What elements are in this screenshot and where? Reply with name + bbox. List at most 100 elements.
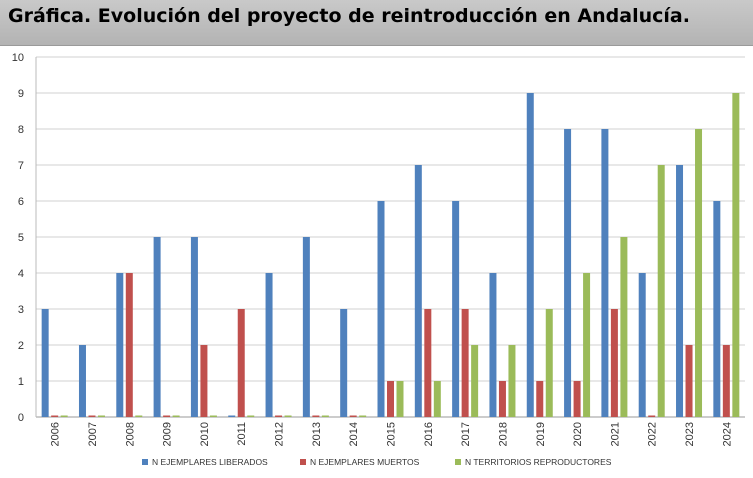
bar bbox=[41, 309, 49, 417]
x-tick-label: 2010 bbox=[199, 422, 211, 446]
bar bbox=[359, 415, 367, 417]
legend-label: N TERRITORIOS REPRODUCTORES bbox=[465, 457, 612, 467]
bar bbox=[732, 93, 740, 417]
bar bbox=[657, 165, 665, 417]
bar bbox=[78, 345, 86, 417]
bar bbox=[88, 415, 96, 417]
chart-title: Gráfica. Evolución del proyecto de reint… bbox=[8, 5, 690, 27]
bar bbox=[424, 309, 432, 417]
x-tick-label: 2013 bbox=[311, 422, 323, 446]
bar bbox=[302, 237, 310, 417]
x-tick-label: 2022 bbox=[647, 422, 659, 446]
bar bbox=[163, 415, 171, 417]
bar bbox=[209, 415, 217, 417]
x-tick-label: 2006 bbox=[50, 422, 62, 446]
bar bbox=[190, 237, 198, 417]
bar bbox=[722, 345, 730, 417]
y-tick-label: 6 bbox=[18, 196, 24, 208]
y-tick-label: 1 bbox=[18, 376, 24, 388]
bar bbox=[396, 381, 404, 417]
bar bbox=[648, 415, 656, 417]
bar bbox=[620, 237, 628, 417]
y-tick-label: 7 bbox=[18, 160, 24, 172]
bar bbox=[237, 309, 245, 417]
bar bbox=[60, 415, 68, 417]
y-tick-label: 9 bbox=[18, 88, 24, 100]
title-bar: Gráfica. Evolución del proyecto de reint… bbox=[0, 0, 753, 46]
gridlines bbox=[35, 56, 745, 418]
bar bbox=[685, 345, 693, 417]
x-tick-label: 2019 bbox=[535, 422, 547, 446]
y-tick-label: 2 bbox=[18, 340, 24, 352]
x-tick-label: 2020 bbox=[572, 422, 584, 446]
bar bbox=[545, 309, 553, 417]
bar bbox=[340, 309, 348, 417]
bar bbox=[265, 273, 273, 417]
legend-label: N EJEMPLARES LIBERADOS bbox=[152, 457, 268, 467]
bar bbox=[489, 273, 497, 417]
bar bbox=[676, 165, 684, 417]
legend-swatch bbox=[142, 459, 148, 465]
bar bbox=[135, 415, 143, 417]
x-tick-label: 2024 bbox=[721, 422, 733, 446]
x-tick-label: 2008 bbox=[124, 422, 136, 446]
x-tick-label: 2016 bbox=[423, 422, 435, 446]
bar-chart: 0 1 2 3 4 5 6 7 8 9 10 2006 2007 2008 2009 2010 2011 201… bbox=[12, 52, 745, 467]
bar bbox=[116, 273, 124, 417]
bar bbox=[275, 415, 283, 417]
bar bbox=[172, 415, 180, 417]
bar bbox=[387, 381, 394, 417]
bar bbox=[536, 381, 544, 417]
y-tick-label: 10 bbox=[12, 52, 24, 64]
bar bbox=[97, 415, 105, 417]
y-tick-label: 8 bbox=[18, 124, 24, 136]
x-tick-label: 2021 bbox=[609, 422, 621, 446]
legend-swatch bbox=[455, 459, 461, 465]
legend-label: N EJEMPLARES MUERTOS bbox=[310, 457, 420, 467]
bar bbox=[583, 273, 591, 417]
bar bbox=[153, 237, 161, 417]
y-tick-label: 3 bbox=[18, 304, 24, 316]
bar bbox=[526, 93, 534, 417]
x-tick-label: 2012 bbox=[274, 422, 286, 446]
x-tick-label: 2007 bbox=[87, 422, 99, 446]
bar bbox=[610, 309, 618, 417]
bar bbox=[498, 381, 506, 417]
bars bbox=[41, 93, 740, 417]
bar bbox=[349, 415, 357, 417]
legend: N EJEMPLARES LIBERADOS N EJEMPLARES MUERT… bbox=[142, 457, 612, 467]
bar bbox=[461, 309, 469, 417]
x-tick-label: 2023 bbox=[684, 422, 696, 446]
x-tick-label: 2015 bbox=[386, 422, 398, 446]
bar bbox=[312, 415, 320, 417]
bar bbox=[508, 345, 516, 417]
bar bbox=[471, 345, 479, 417]
x-tick-label: 2017 bbox=[460, 422, 472, 446]
bar bbox=[414, 165, 422, 417]
bar bbox=[125, 273, 133, 417]
bar bbox=[51, 415, 59, 417]
x-tick-label: 2011 bbox=[236, 422, 248, 446]
y-tick-label: 0 bbox=[18, 412, 24, 424]
chart-area: 0 1 2 3 4 5 6 7 8 9 10 2006 2007 2008 2009 2010 2011 201… bbox=[0, 46, 753, 478]
y-tick-label: 4 bbox=[18, 268, 24, 280]
bar bbox=[377, 201, 385, 417]
bar bbox=[564, 129, 572, 417]
y-tick-label: 5 bbox=[18, 232, 24, 244]
bar bbox=[695, 129, 703, 417]
bar bbox=[200, 345, 208, 417]
bar bbox=[247, 415, 255, 417]
bar bbox=[452, 201, 460, 417]
x-tick-label: 2014 bbox=[348, 422, 360, 446]
bar bbox=[713, 201, 721, 417]
bar bbox=[433, 381, 441, 417]
bar bbox=[228, 415, 236, 417]
bar bbox=[284, 415, 292, 417]
x-tick-label: 2018 bbox=[497, 422, 509, 446]
y-axis-ticks: 0 1 2 3 4 5 6 7 8 9 10 bbox=[12, 52, 24, 424]
bar bbox=[638, 273, 646, 417]
x-tick-label: 2009 bbox=[162, 422, 174, 446]
legend-swatch bbox=[300, 459, 306, 465]
x-axis-ticks: 2006 2007 2008 2009 2010 2011 2012 2013 2014 2015… bbox=[50, 422, 734, 446]
bar bbox=[321, 415, 329, 417]
